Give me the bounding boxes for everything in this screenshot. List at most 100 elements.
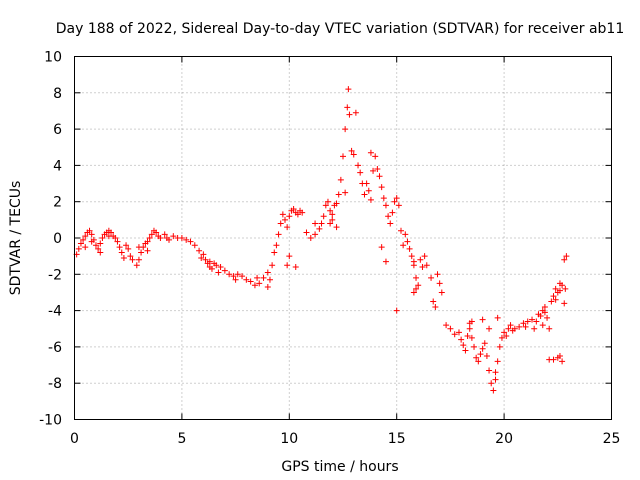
y-tick-label: 6 xyxy=(53,122,62,138)
data-point xyxy=(251,282,258,289)
data-point xyxy=(86,227,93,234)
x-tick-label: 5 xyxy=(177,431,186,447)
data-point xyxy=(269,262,276,269)
data-point xyxy=(380,195,387,202)
data-point xyxy=(430,298,437,305)
data-point xyxy=(215,269,222,276)
y-tick-label: -4 xyxy=(48,304,62,320)
data-point xyxy=(170,233,177,240)
data-point xyxy=(213,262,220,269)
data-point xyxy=(342,189,349,196)
data-point xyxy=(183,236,190,243)
data-point xyxy=(559,358,566,365)
data-point xyxy=(550,293,557,300)
data-point xyxy=(533,318,540,325)
data-point xyxy=(511,325,518,332)
x-tick-label: 15 xyxy=(388,431,406,447)
data-point xyxy=(77,240,84,247)
data-point xyxy=(329,211,336,218)
data-point xyxy=(541,309,548,316)
x-tick-label: 10 xyxy=(280,431,298,447)
data-point xyxy=(82,244,89,251)
x-tick-label: 25 xyxy=(603,431,621,447)
data-point xyxy=(290,205,297,212)
data-point xyxy=(385,213,392,220)
y-tick-label: 4 xyxy=(53,158,62,174)
data-point xyxy=(370,167,377,174)
data-point xyxy=(539,322,546,329)
data-point xyxy=(273,242,280,249)
y-tick-label: -6 xyxy=(48,340,62,356)
chart-title: Day 188 of 2022, Sidereal Day-to-day VTE… xyxy=(56,21,625,37)
data-point xyxy=(531,325,538,332)
data-point xyxy=(82,233,89,240)
data-point xyxy=(80,236,87,243)
data-point xyxy=(178,235,185,241)
data-point xyxy=(550,356,557,363)
data-point xyxy=(312,231,319,238)
y-tick-label: 10 xyxy=(44,50,62,66)
data-point xyxy=(129,256,136,263)
data-point xyxy=(389,209,396,216)
data-point xyxy=(376,173,383,180)
data-point xyxy=(492,369,499,376)
data-point xyxy=(496,343,503,350)
data-point xyxy=(522,323,529,330)
data-point xyxy=(260,274,267,281)
data-point xyxy=(387,220,394,227)
data-point xyxy=(112,235,119,241)
data-point xyxy=(148,231,155,238)
data-point xyxy=(372,153,379,160)
data-point xyxy=(552,285,559,292)
data-point xyxy=(391,198,398,205)
data-point xyxy=(337,176,344,183)
data-point xyxy=(243,276,250,283)
data-point xyxy=(434,271,441,278)
data-point xyxy=(123,242,130,249)
data-point xyxy=(455,329,462,336)
data-point xyxy=(483,352,490,359)
grid-lines xyxy=(74,56,612,420)
x-axis-label: GPS time / hours xyxy=(281,459,398,475)
data-point xyxy=(466,320,473,327)
y-tick-label: -8 xyxy=(48,376,62,392)
data-point xyxy=(144,247,151,254)
data-point xyxy=(503,333,510,340)
data-point xyxy=(333,200,340,207)
data-point xyxy=(400,242,407,249)
data-point xyxy=(382,202,389,209)
data-point xyxy=(307,235,314,241)
data-point xyxy=(350,151,357,158)
data-point xyxy=(275,231,282,238)
data-point xyxy=(544,314,551,321)
y-tick-label: -2 xyxy=(48,267,62,283)
data-point xyxy=(494,358,501,365)
data-point xyxy=(208,265,215,272)
data-point xyxy=(133,262,140,269)
data-point xyxy=(312,220,319,227)
data-point xyxy=(393,307,400,314)
data-point xyxy=(88,238,95,245)
data-point xyxy=(105,233,112,240)
data-point xyxy=(99,235,106,241)
data-point xyxy=(340,153,346,160)
data-point xyxy=(488,380,495,387)
data-point xyxy=(524,318,531,325)
data-point xyxy=(479,316,486,323)
data-point xyxy=(95,245,102,252)
data-point xyxy=(352,109,359,116)
data-point xyxy=(378,184,385,191)
data-point xyxy=(393,195,400,202)
data-point xyxy=(292,264,299,271)
data-point xyxy=(458,336,465,343)
data-point xyxy=(202,256,209,263)
data-point xyxy=(466,325,473,332)
data-point xyxy=(116,244,123,251)
y-axis-label: SDTVAR / TECUs xyxy=(8,181,24,296)
data-point xyxy=(423,262,430,269)
data-point xyxy=(436,280,443,287)
data-point xyxy=(138,249,145,256)
data-point xyxy=(127,253,134,260)
data-point xyxy=(479,345,486,352)
data-point xyxy=(462,347,469,354)
